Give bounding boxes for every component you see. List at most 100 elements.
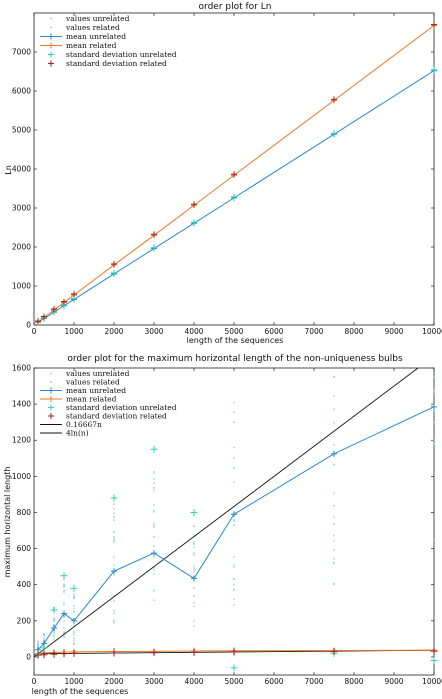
point-standard-deviation-related bbox=[230, 648, 238, 656]
point-standard-deviation-unrelated bbox=[40, 644, 48, 652]
legend-label: 4ln(n) bbox=[66, 429, 89, 438]
std-point-mean-related bbox=[61, 298, 67, 305]
std-point-mean-related bbox=[191, 201, 197, 208]
ln-y-tick-label: 4000 bbox=[12, 165, 31, 174]
value-unrelated-point bbox=[43, 634, 45, 636]
ln-x-tick-label: 1000 bbox=[64, 327, 83, 336]
value-unrelated-point bbox=[333, 534, 335, 537]
ln-y-tick-label: 0 bbox=[26, 321, 31, 330]
ln-x-tick-label: 8000 bbox=[344, 327, 363, 336]
std-point-mean-unrelated bbox=[111, 269, 117, 276]
value-unrelated-point bbox=[73, 607, 75, 610]
std-point-mean-related bbox=[331, 96, 337, 103]
series-line-mean-related bbox=[37, 25, 435, 323]
value-unrelated-point bbox=[73, 610, 75, 613]
value-unrelated-point bbox=[113, 619, 115, 622]
point-standard-deviation-unrelated bbox=[230, 664, 238, 672]
value-unrelated-point bbox=[433, 410, 435, 413]
value-unrelated-point bbox=[233, 457, 235, 459]
bulb-x-tick-label: 7000 bbox=[304, 677, 323, 686]
legend-label: mean unrelated bbox=[66, 32, 126, 41]
legend-label: mean related bbox=[66, 395, 117, 404]
value-unrelated-point bbox=[113, 535, 115, 538]
value-unrelated-point bbox=[63, 584, 65, 586]
value-unrelated-point bbox=[433, 442, 435, 445]
value-unrelated-point bbox=[333, 582, 335, 585]
ln-x-tick-label: 0 bbox=[32, 327, 37, 336]
ln-plot-title: order plot for Ln bbox=[199, 2, 272, 12]
value-unrelated-point bbox=[193, 569, 195, 572]
legend-label: values related bbox=[65, 23, 120, 32]
value-unrelated-point bbox=[73, 633, 75, 636]
bulb-y-tick-label: 600 bbox=[17, 544, 32, 553]
point-standard-deviation-related bbox=[34, 651, 42, 659]
value-unrelated-point bbox=[113, 600, 115, 602]
std-point-mean-unrelated bbox=[191, 219, 197, 226]
value-unrelated-point bbox=[193, 540, 195, 543]
ln-x-tick-label: 2000 bbox=[104, 327, 123, 336]
point-standard-deviation-related bbox=[60, 650, 68, 658]
bulb-x-tick-label: 6000 bbox=[264, 677, 283, 686]
legend-label: mean related bbox=[66, 41, 117, 50]
value-unrelated-point bbox=[43, 637, 45, 639]
value-unrelated-point bbox=[153, 486, 155, 489]
bulb-x-tick-label: 8000 bbox=[344, 677, 363, 686]
value-unrelated-point bbox=[153, 526, 155, 529]
value-unrelated-point bbox=[193, 595, 195, 598]
value-unrelated-point bbox=[63, 627, 65, 629]
std-point-mean-unrelated bbox=[331, 130, 337, 137]
value-unrelated-point bbox=[433, 389, 435, 392]
point-standard-deviation-unrelated bbox=[70, 584, 78, 592]
std-point-mean-unrelated bbox=[151, 244, 157, 251]
value-unrelated-point bbox=[113, 609, 115, 612]
value-unrelated-point bbox=[37, 644, 39, 647]
bulb-y-tick-label: 1000 bbox=[12, 472, 31, 481]
value-unrelated-point bbox=[333, 562, 335, 565]
value-unrelated-point bbox=[53, 632, 55, 634]
legend-swatch bbox=[50, 381, 52, 383]
point-standard-deviation-unrelated bbox=[430, 657, 438, 665]
ln-x-tick-label: 6000 bbox=[264, 327, 283, 336]
value-unrelated-point bbox=[233, 583, 235, 586]
value-unrelated-point bbox=[153, 524, 155, 527]
value-unrelated-point bbox=[433, 539, 435, 542]
point-standard-deviation-related bbox=[70, 649, 78, 657]
value-unrelated-point bbox=[233, 411, 235, 414]
value-unrelated-point bbox=[153, 470, 155, 473]
point-standard-deviation-related bbox=[430, 647, 438, 655]
value-unrelated-point bbox=[73, 604, 75, 607]
value-unrelated-point bbox=[193, 619, 195, 622]
point-mean-unrelated bbox=[151, 550, 157, 557]
bulb-length-order-plot: order plot for the maximum horizontal le… bbox=[3, 354, 442, 696]
point-standard-deviation-related bbox=[40, 651, 48, 659]
legend-item-4ln-n: 4ln(n) bbox=[40, 429, 89, 438]
point-mean-unrelated bbox=[191, 575, 197, 582]
legend-swatch bbox=[50, 17, 52, 20]
value-unrelated-point bbox=[63, 589, 65, 592]
point-standard-deviation-related bbox=[190, 648, 198, 656]
bulb-x-tick-label: 3000 bbox=[144, 677, 163, 686]
legend-swatch bbox=[50, 26, 52, 29]
point-standard-deviation-unrelated bbox=[60, 572, 68, 580]
ln-x-tick-label: 3000 bbox=[144, 327, 163, 336]
legend-item-standard-deviation-unrelated: standard deviation unrelated bbox=[48, 50, 177, 59]
value-unrelated-point bbox=[193, 543, 195, 546]
value-unrelated-point bbox=[153, 569, 155, 572]
value-unrelated-point bbox=[193, 625, 195, 628]
bulb-x-tick-label: 4000 bbox=[184, 677, 203, 686]
value-unrelated-point bbox=[333, 408, 335, 411]
value-unrelated-point bbox=[73, 631, 75, 633]
value-unrelated-point bbox=[113, 612, 115, 615]
value-unrelated-point bbox=[113, 556, 115, 558]
value-unrelated-point bbox=[233, 421, 235, 424]
point-standard-deviation-unrelated bbox=[190, 508, 198, 516]
ln-y-tick-label: 5000 bbox=[12, 126, 31, 135]
value-unrelated-point bbox=[53, 638, 55, 641]
std-point-mean-related bbox=[111, 260, 117, 267]
ln-y-tick-label: 1000 bbox=[12, 282, 31, 291]
legend-label: values unrelated bbox=[65, 369, 130, 378]
value-unrelated-point bbox=[433, 421, 435, 424]
